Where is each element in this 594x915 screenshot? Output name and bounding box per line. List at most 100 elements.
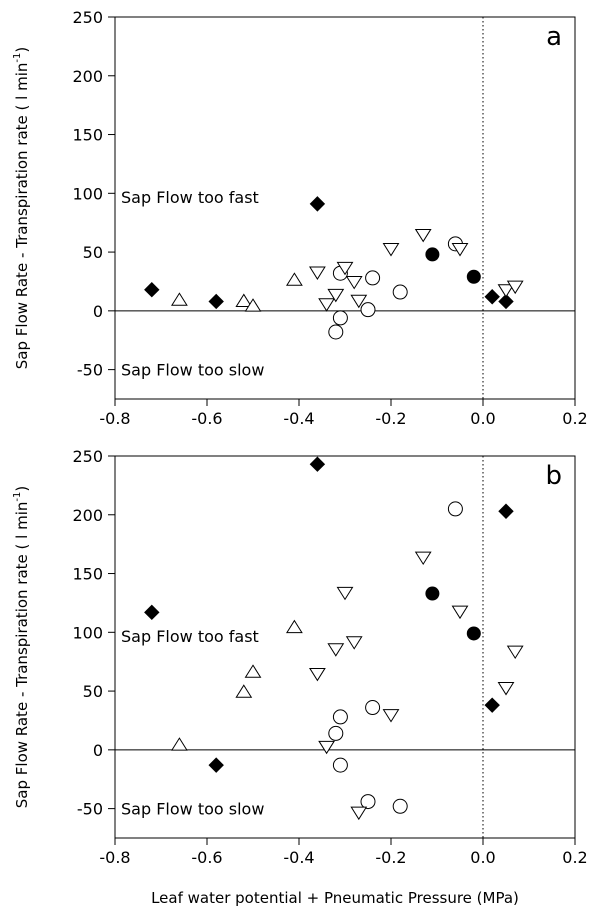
marker-circle-open xyxy=(360,302,376,318)
x-tick-label: 0.2 xyxy=(562,848,587,867)
panel-a: -0.8 -0.6 -0.4 -0.2 0.0 0.2 -50 0 50 100 150 200 250… xyxy=(12,8,588,428)
marker-triangle-down-open xyxy=(318,298,336,312)
y-tick-label: 150 xyxy=(72,126,103,145)
y-axis-title-end: ) xyxy=(13,486,31,492)
marker-triangle-down-open xyxy=(497,682,515,696)
marker-circle-open xyxy=(447,501,463,517)
marker-circle-open xyxy=(365,700,381,716)
marker-circle-open xyxy=(332,310,348,326)
x-tick-label: -0.4 xyxy=(283,409,314,428)
y-tick-label: 50 xyxy=(83,243,103,262)
y-tick-label: 250 xyxy=(72,8,103,27)
marker-triangle-up-open xyxy=(285,272,303,286)
marker-circle-filled xyxy=(466,269,481,284)
x-tick-label: -0.2 xyxy=(375,409,406,428)
marker-triangle-up-open xyxy=(244,298,262,312)
marker-diamond-filled xyxy=(208,757,224,773)
plot-frame xyxy=(114,16,576,400)
x-tick-label: 0.0 xyxy=(470,409,495,428)
panel-letter: b xyxy=(545,461,562,491)
marker-triangle-down-open xyxy=(336,261,354,276)
marker-diamond-filled xyxy=(309,196,326,212)
marker-triangle-down-open xyxy=(345,636,363,650)
marker-triangle-up-open xyxy=(285,619,303,634)
y-tick-label: 100 xyxy=(72,623,103,642)
marker-diamond-filled xyxy=(208,293,224,310)
y-tick-label: 100 xyxy=(72,184,103,203)
marker-circle-filled xyxy=(425,247,440,262)
y-tick-label: 50 xyxy=(83,682,103,701)
marker-triangle-down-open xyxy=(327,288,345,303)
x-tick-label: 0.0 xyxy=(470,848,495,867)
marker-triangle-up-open xyxy=(170,292,188,306)
marker-triangle-down-open xyxy=(345,275,363,290)
plot-frame xyxy=(114,455,576,839)
marker-triangle-down-open xyxy=(414,228,432,243)
x-tick-label: -0.8 xyxy=(99,409,130,428)
y-axis-title: Sap Flow Rate - Transpiration rate ( l m… xyxy=(12,486,31,808)
marker-triangle-down-open xyxy=(308,667,326,682)
marker-triangle-down-open xyxy=(318,740,336,755)
marker-triangle-down-open xyxy=(451,605,469,620)
x-tick-label: -0.4 xyxy=(283,848,314,867)
marker-circle-open xyxy=(360,794,376,810)
marker-diamond-filled xyxy=(484,697,500,713)
y-tick-label: 150 xyxy=(72,565,103,584)
y-axis-title-main: Sap Flow Rate - Transpiration rate ( l m… xyxy=(13,502,31,809)
panel-letter: a xyxy=(546,22,562,52)
annotation-too-slow: Sap Flow too slow xyxy=(121,800,264,819)
x-tick-label: -0.8 xyxy=(99,848,130,867)
annotation-too-fast: Sap Flow too fast xyxy=(121,627,259,646)
marker-triangle-down-open xyxy=(506,645,524,660)
marker-triangle-down-open xyxy=(350,806,368,821)
marker-diamond-filled xyxy=(144,604,160,621)
x-tick-label: -0.6 xyxy=(191,409,222,428)
marker-circle-open xyxy=(328,324,344,340)
y-tick-label: 0 xyxy=(93,741,103,760)
marker-triangle-down-open xyxy=(327,643,345,657)
y-axis-title-main: Sap Flow Rate - Transpiration rate ( l m… xyxy=(13,63,31,370)
marker-circle-filled xyxy=(425,586,440,601)
y-tick-label: 200 xyxy=(72,506,103,525)
marker-circle-open xyxy=(392,798,408,814)
marker-circle-open xyxy=(332,757,348,773)
marker-diamond-filled xyxy=(144,281,160,298)
marker-triangle-down-open xyxy=(336,586,354,601)
annotation-too-slow: Sap Flow too slow xyxy=(121,361,264,380)
x-tick-label: 0.2 xyxy=(562,409,587,428)
marker-triangle-down-open xyxy=(350,294,368,309)
marker-diamond-filled xyxy=(309,456,326,472)
marker-triangle-down-open xyxy=(382,243,400,257)
y-tick-label: -50 xyxy=(77,800,103,819)
marker-triangle-down-open xyxy=(451,243,469,257)
marker-circle-filled xyxy=(466,626,481,641)
marker-triangle-down-open xyxy=(414,551,432,566)
x-tick-label: -0.2 xyxy=(375,848,406,867)
marker-triangle-up-open xyxy=(170,737,188,751)
panel-b: -0.8 -0.6 -0.4 -0.2 0.0 0.2 -50 0 50 100 150 200 250… xyxy=(12,447,588,907)
marker-triangle-up-open xyxy=(244,664,262,678)
marker-circle-open xyxy=(328,725,344,741)
y-axis-title-superscript: -1 xyxy=(12,53,23,63)
marker-triangle-down-open xyxy=(382,709,400,723)
x-axis-title: Leaf water potential + Pneumatic Pressur… xyxy=(151,889,519,907)
marker-diamond-filled xyxy=(498,293,514,310)
marker-triangle-up-open xyxy=(235,293,253,307)
marker-triangle-down-open xyxy=(308,266,326,281)
marker-diamond-filled xyxy=(484,289,500,305)
x-tick-label: -0.6 xyxy=(191,848,222,867)
y-tick-label: 0 xyxy=(93,302,103,321)
y-tick-label: -50 xyxy=(77,361,103,380)
y-axis-title-superscript: -1 xyxy=(12,492,23,502)
y-tick-label: 250 xyxy=(72,447,103,466)
marker-triangle-down-open xyxy=(497,284,515,298)
y-axis-title-end: ) xyxy=(13,47,31,53)
marker-circle-open xyxy=(332,709,348,725)
annotation-too-fast: Sap Flow too fast xyxy=(121,188,259,207)
y-tick-label: 200 xyxy=(72,67,103,86)
marker-triangle-down-open xyxy=(506,280,524,295)
marker-triangle-up-open xyxy=(235,684,253,698)
marker-circle-open xyxy=(392,284,408,300)
marker-diamond-filled xyxy=(498,503,514,519)
